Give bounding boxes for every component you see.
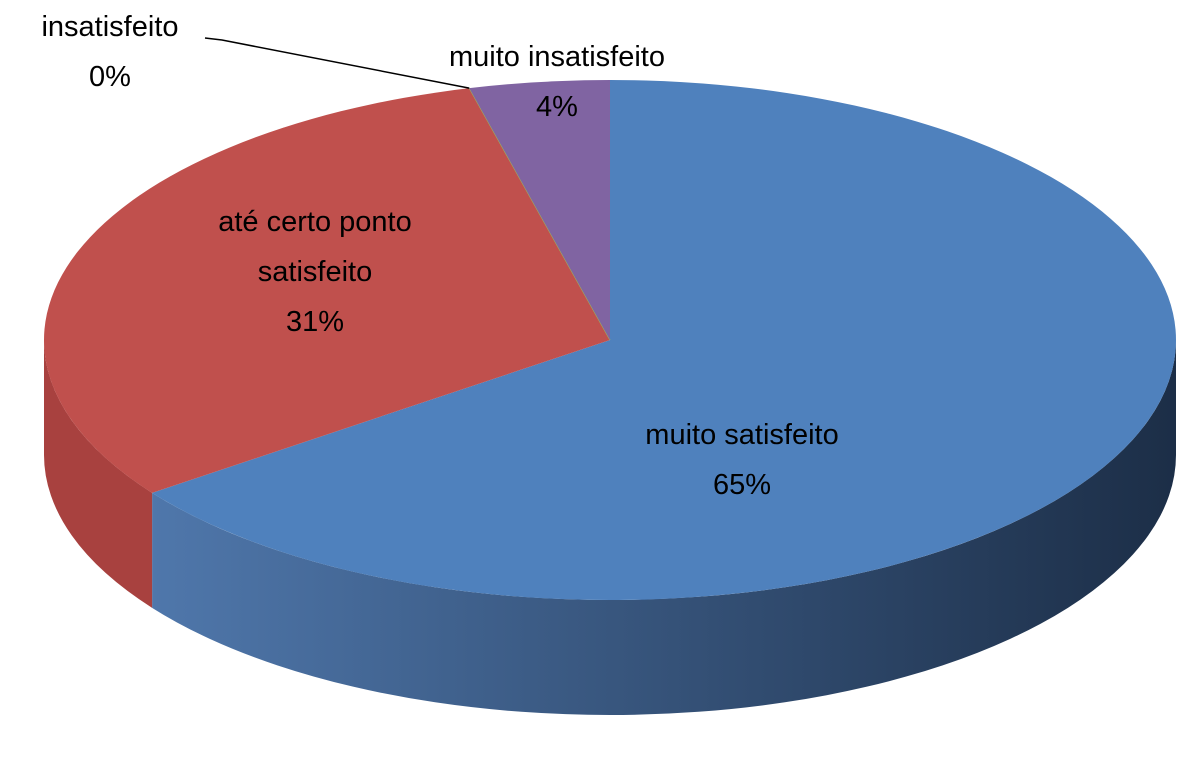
data-label: até certo ponto satisfeito 31% bbox=[165, 197, 465, 347]
label-value: 4% bbox=[536, 91, 578, 123]
slice bbox=[469, 80, 610, 340]
data-label: muito insatisfeito 4% bbox=[347, 32, 767, 132]
leader-line bbox=[204, 37, 470, 89]
data-label: insatisfeito 0% bbox=[0, 2, 240, 102]
data-label: muito satisfeito 65% bbox=[532, 410, 952, 510]
slice-side bbox=[44, 340, 153, 608]
slice-side bbox=[152, 340, 1176, 715]
label-value: 0% bbox=[89, 61, 131, 93]
label-value: 31% bbox=[285, 306, 345, 338]
label-category: muito insatisfeito bbox=[449, 41, 665, 73]
label-category: até certo ponto satisfeito bbox=[218, 206, 412, 288]
slice bbox=[43, 88, 611, 493]
slice bbox=[152, 80, 1176, 600]
label-category: muito satisfeito bbox=[645, 419, 839, 451]
label-category: insatisfeito bbox=[41, 11, 179, 43]
label-value: 65% bbox=[712, 469, 772, 501]
